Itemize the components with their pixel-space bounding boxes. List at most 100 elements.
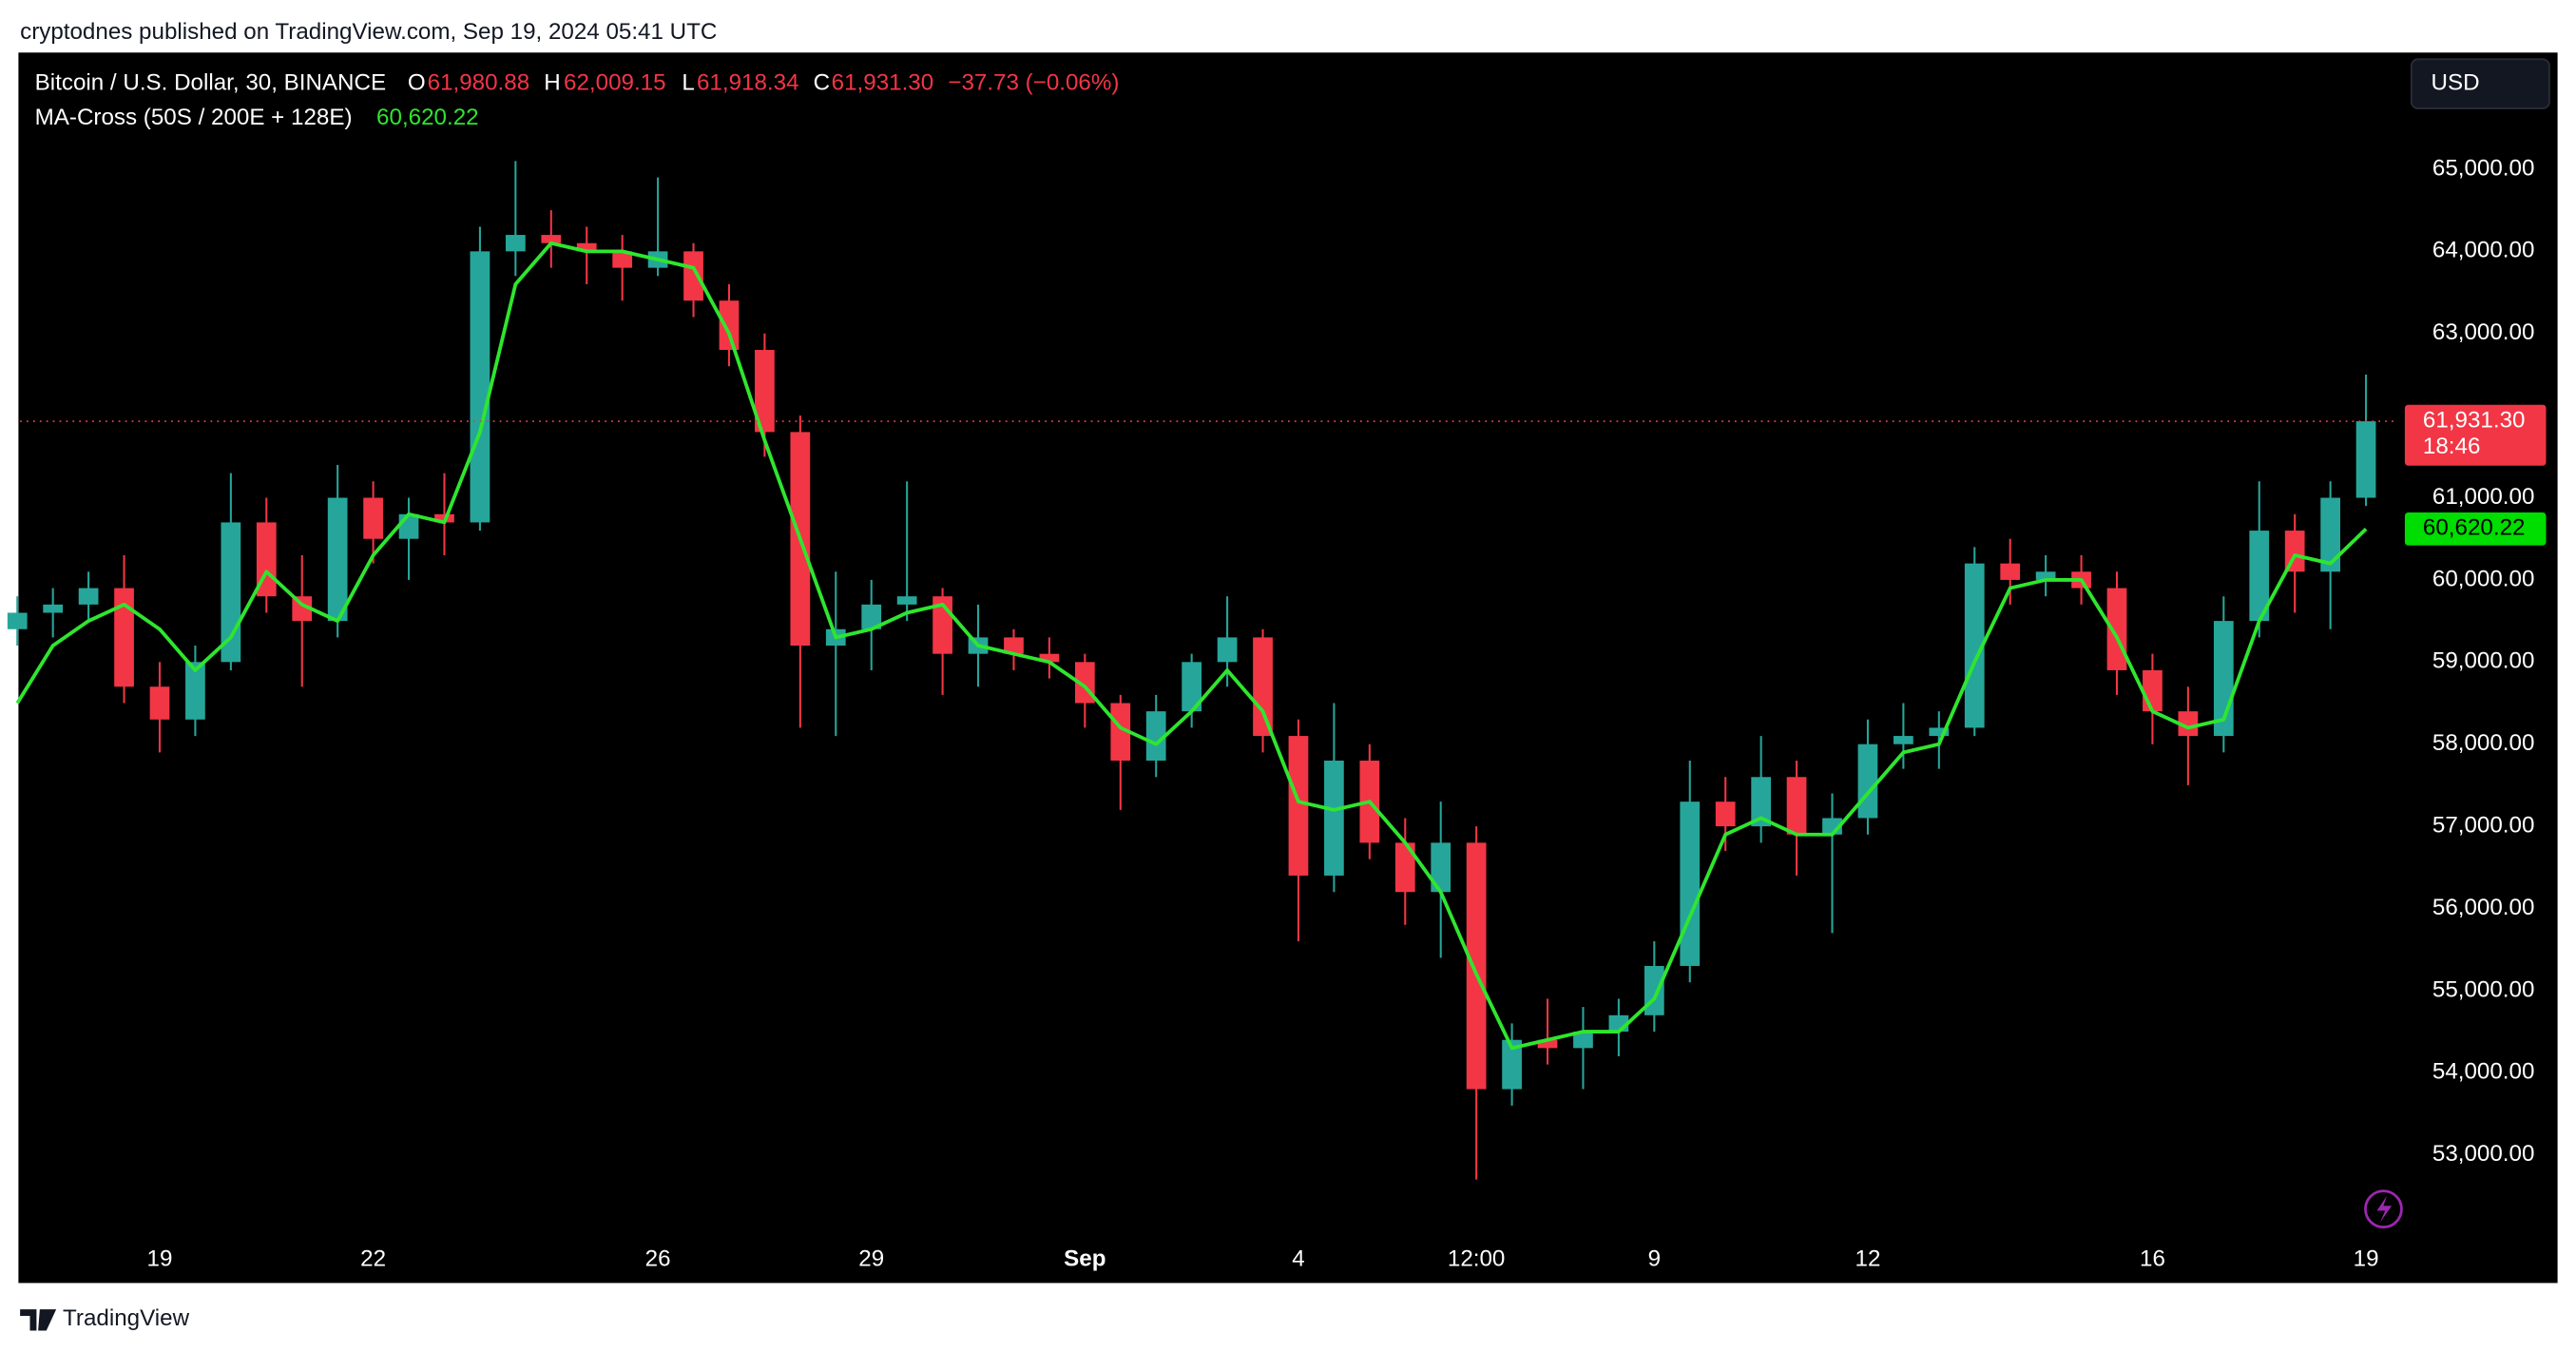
candle-body xyxy=(1680,802,1701,966)
candle-body xyxy=(185,662,205,720)
candle-body xyxy=(7,612,28,629)
y-tick-label: 61,000.00 xyxy=(2432,484,2535,510)
y-tick-label: 57,000.00 xyxy=(2432,812,2535,838)
brand-logo xyxy=(20,1309,57,1331)
legend-key: L xyxy=(682,70,694,96)
candle-body xyxy=(2249,531,2270,622)
candle-body xyxy=(1964,563,1985,728)
candle-body xyxy=(1324,760,1344,876)
ma-legend-value: 60,620.22 xyxy=(376,105,479,130)
ma-tag xyxy=(2404,512,2547,546)
candle-body xyxy=(292,596,313,622)
candle-body xyxy=(470,251,490,523)
candle-body xyxy=(1217,637,1238,663)
candle-body xyxy=(2143,669,2163,712)
publisher-line: cryptodnes published on TradingView.com,… xyxy=(20,19,717,45)
candle-body xyxy=(149,686,170,720)
candle-body xyxy=(576,242,597,252)
candle-body xyxy=(861,604,882,629)
candle-body xyxy=(363,497,383,539)
alert-icon[interactable] xyxy=(2364,1189,2403,1229)
alert-bolt xyxy=(2376,1195,2393,1223)
x-tick-label: 22 xyxy=(360,1246,386,1272)
candle-body xyxy=(1039,653,1060,663)
countdown-label: 18:46 xyxy=(2423,434,2481,459)
y-tick-label: 64,000.00 xyxy=(2432,238,2535,263)
legend-key: H xyxy=(544,70,560,96)
y-tick-label: 55,000.00 xyxy=(2432,976,2535,1002)
x-tick-label: 16 xyxy=(2140,1246,2165,1272)
candle-body xyxy=(398,513,419,539)
y-tick-label: 63,000.00 xyxy=(2432,319,2535,345)
x-tick-label: 4 xyxy=(1292,1246,1304,1272)
candle-body xyxy=(1715,802,1736,827)
y-tick-label: 65,000.00 xyxy=(2432,155,2535,181)
candle-body xyxy=(78,588,99,605)
candle-body xyxy=(1253,637,1273,737)
candle-body xyxy=(541,235,562,243)
last-price-label: 61,931.30 xyxy=(2423,407,2526,433)
candle-body xyxy=(114,588,134,687)
legend-key: C xyxy=(814,70,830,96)
candle-body xyxy=(327,497,348,622)
footer-brand: TradingView xyxy=(63,1305,190,1331)
candle-body xyxy=(755,350,775,433)
x-tick-label: 19 xyxy=(2354,1246,2379,1272)
candle-body xyxy=(1394,842,1415,893)
candle-body xyxy=(2355,421,2376,498)
chart-title: Bitcoin / U.S. Dollar, 30, BINANCE xyxy=(35,70,386,96)
candle-body xyxy=(1145,711,1166,761)
candle-body xyxy=(896,596,917,605)
legend-value: 62,009.15 xyxy=(564,70,666,96)
x-tick-label: 26 xyxy=(645,1246,671,1272)
candle-body xyxy=(1929,727,1950,737)
candle-body xyxy=(1502,1039,1522,1090)
candle-body xyxy=(43,604,64,613)
candle-body xyxy=(1182,662,1202,712)
currency-label[interactable]: USD xyxy=(2432,70,2480,96)
chart-background xyxy=(18,52,2558,1284)
candle-body xyxy=(1004,637,1024,654)
candle-body xyxy=(2000,563,2021,580)
y-tick-label: 54,000.00 xyxy=(2432,1059,2535,1085)
y-tick-label: 56,000.00 xyxy=(2432,895,2535,920)
candle-body xyxy=(1751,777,1772,827)
ma-line xyxy=(15,241,2368,1051)
candle-body xyxy=(221,522,241,663)
candle-body xyxy=(612,251,633,268)
x-tick-label: 9 xyxy=(1648,1246,1661,1272)
y-tick-label: 53,000.00 xyxy=(2432,1141,2535,1167)
candle-body xyxy=(1110,703,1131,761)
candle-body xyxy=(1288,736,1309,876)
y-tick-label: 59,000.00 xyxy=(2432,648,2535,674)
x-tick-label: 12 xyxy=(1855,1246,1881,1272)
candle-body xyxy=(1573,1032,1593,1049)
candle-body xyxy=(1537,1039,1558,1049)
x-tick-label: 12:00 xyxy=(1448,1246,1506,1272)
x-tick-label: 19 xyxy=(147,1246,173,1272)
candle-body xyxy=(1894,736,1913,744)
legend-value: 61,980.88 xyxy=(428,70,530,96)
y-tick-label: 60,000.00 xyxy=(2432,566,2535,591)
candle-body xyxy=(2035,571,2056,580)
x-tick-label: Sep xyxy=(1064,1246,1105,1272)
candle-body xyxy=(1431,842,1451,893)
candle-body xyxy=(1857,744,1878,819)
legend-key: O xyxy=(408,70,426,96)
candle-body xyxy=(2320,497,2340,572)
x-tick-label: 29 xyxy=(858,1246,884,1272)
candle-body xyxy=(505,235,526,252)
legend-value: 61,931.30 xyxy=(832,70,934,96)
change-label: −37.73 (−0.06%) xyxy=(948,70,1119,96)
y-tick-label: 58,000.00 xyxy=(2432,730,2535,756)
candle-body xyxy=(719,300,740,351)
currency-button[interactable] xyxy=(2410,58,2550,109)
legend-value: 61,918.34 xyxy=(697,70,799,96)
candle-body xyxy=(2178,711,2199,737)
candle-body xyxy=(683,251,703,301)
ma-tag-label: 60,620.22 xyxy=(2423,515,2526,541)
ma-legend-name: MA-Cross (50S / 200E + 128E) xyxy=(35,105,353,130)
candle-body xyxy=(1644,965,1664,1015)
